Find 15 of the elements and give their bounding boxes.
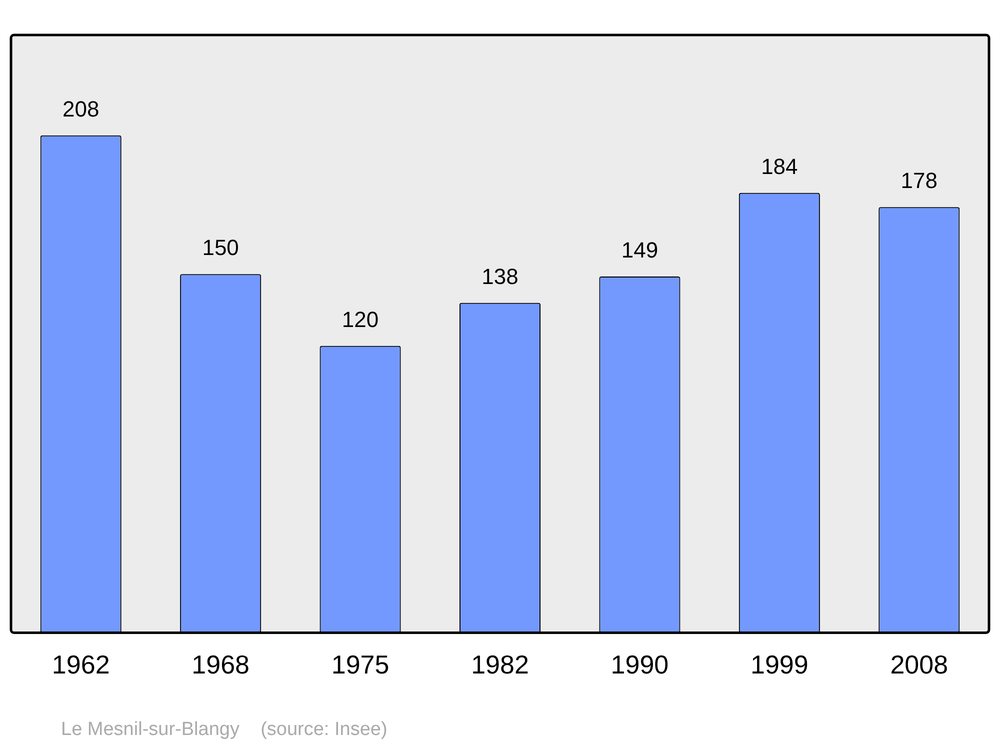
data-label: 184 (761, 154, 798, 179)
x-tick-label: 1962 (52, 650, 110, 680)
data-label: 178 (900, 168, 938, 194)
data-label: 138 (482, 264, 518, 289)
data-label: 149 (621, 238, 658, 263)
data-label: 150 (202, 235, 239, 260)
text: Le Mesnil-sur-Blangy (source: Insee) (61, 719, 388, 740)
data-label: 208 (62, 96, 100, 122)
x-tick-label: 1975 (331, 650, 390, 680)
x-tick-label: 1999 (750, 650, 808, 680)
x-tick-label: 2008 (890, 650, 948, 680)
x-tick-label: 1990 (610, 650, 669, 680)
data-label: 120 (342, 306, 379, 332)
x-tick-label: 1968 (192, 650, 250, 680)
x-tick-label: 1982 (471, 650, 529, 680)
